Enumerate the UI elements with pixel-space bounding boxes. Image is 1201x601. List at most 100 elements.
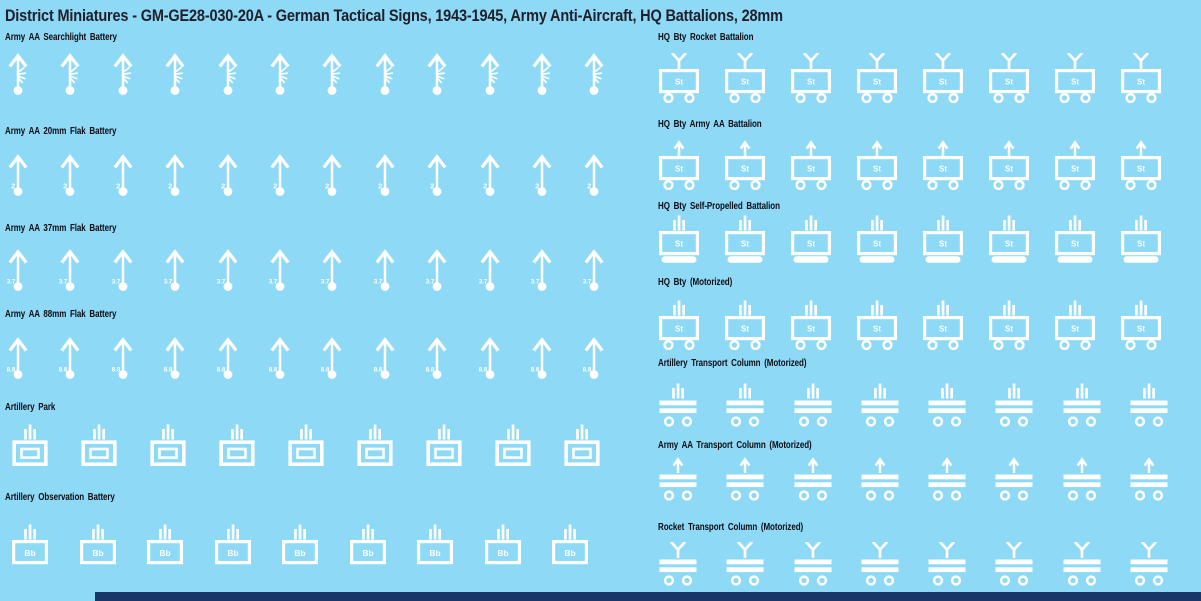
flak20-icon: 2: [478, 152, 502, 196]
hq-mot-icon: St: [856, 300, 898, 351]
icon-row-flak88: 8.8 8.8 8.8 8.8 8.8 8.8 8.8 8.8 8.8: [6, 335, 606, 379]
svg-text:8.8: 8.8: [321, 367, 330, 374]
hq-rocket-icon: St: [988, 52, 1030, 104]
flak88-icon: 8.8: [163, 335, 187, 379]
aa-transport-icon: [1062, 457, 1102, 503]
svg-text:8.8: 8.8: [269, 367, 278, 374]
flak88-icon: 8.8: [373, 335, 397, 379]
svg-text:St: St: [939, 240, 947, 249]
flak20-icon: 2: [373, 152, 397, 196]
flak37-icon: 3.7: [320, 247, 344, 291]
flak37-icon: 3.7: [478, 247, 502, 291]
hq-sp-icon: St: [922, 215, 964, 265]
hq-mot-icon: St: [724, 300, 766, 351]
hq-sp-icon: St: [1054, 215, 1096, 265]
flak88-icon: 8.8: [582, 335, 606, 379]
bottom-color-bar: [95, 592, 1201, 601]
searchlight-icon: [58, 51, 82, 95]
artillery-park-icon: [563, 424, 601, 468]
icon-row-artillery-park: [11, 424, 601, 468]
svg-text:3.7: 3.7: [531, 279, 540, 286]
flak20-icon: 2: [216, 152, 240, 196]
hq-sp-icon: St: [724, 215, 766, 265]
flak88-icon: 8.8: [530, 335, 554, 379]
svg-text:Bb: Bb: [362, 548, 373, 558]
artillery-obs-icon: Bb: [349, 524, 387, 566]
svg-text:2: 2: [273, 182, 277, 191]
arty-transport-icon: [994, 383, 1034, 429]
flak88-icon: 8.8: [216, 335, 240, 379]
flak20-icon: 2: [58, 152, 82, 196]
svg-text:St: St: [807, 78, 815, 87]
svg-text:St: St: [1005, 165, 1013, 174]
svg-text:St: St: [939, 165, 947, 174]
section-label-artillery-obs: Artillery Observation Battery: [5, 492, 115, 503]
svg-text:St: St: [741, 165, 749, 174]
hq-rocket-icon: St: [1120, 52, 1162, 104]
svg-text:3.7: 3.7: [111, 279, 120, 286]
artillery-obs-icon: Bb: [551, 524, 589, 566]
svg-text:8.8: 8.8: [216, 367, 225, 374]
svg-text:St: St: [807, 325, 815, 334]
section-label-aa-transport: Army AA Transport Column (Motorized): [658, 440, 812, 451]
hq-sp-icon: St: [988, 215, 1030, 265]
artillery-obs-icon: Bb: [79, 524, 117, 566]
svg-text:Bb: Bb: [429, 548, 440, 558]
section-label-arty-transport: Artillery Transport Column (Motorized): [658, 358, 807, 369]
arty-transport-icon: [658, 383, 698, 429]
svg-text:3.7: 3.7: [164, 279, 173, 286]
searchlight-icon: [111, 51, 135, 95]
svg-text:8.8: 8.8: [373, 367, 382, 374]
arty-transport-icon: [860, 383, 900, 429]
section-label-artillery-park: Artillery Park: [5, 402, 56, 413]
artillery-park-icon: [425, 424, 463, 468]
svg-text:Bb: Bb: [24, 548, 35, 558]
hq-mot-icon: St: [922, 300, 964, 351]
icon-row-rocket-transport: [658, 541, 1169, 588]
svg-text:3.7: 3.7: [7, 279, 16, 286]
svg-text:3.7: 3.7: [583, 279, 592, 286]
arty-transport-icon: [793, 383, 833, 429]
arty-transport-icon: [1129, 383, 1169, 429]
svg-text:St: St: [1071, 240, 1079, 249]
flak20-icon: 2: [425, 152, 449, 196]
flak88-icon: 8.8: [320, 335, 344, 379]
svg-text:St: St: [939, 78, 947, 87]
flak37-icon: 3.7: [6, 247, 30, 291]
svg-text:2: 2: [11, 182, 15, 191]
svg-text:Bb: Bb: [294, 548, 305, 558]
rocket-transport-icon: [860, 541, 900, 588]
section-label-rocket-transport: Rocket Transport Column (Motorized): [658, 522, 804, 533]
searchlight-icon: [530, 51, 554, 95]
svg-text:2: 2: [535, 182, 539, 191]
flak20-icon: 2: [6, 152, 30, 196]
flak37-icon: 3.7: [373, 247, 397, 291]
flak20-icon: 2: [582, 152, 606, 196]
svg-text:2: 2: [325, 182, 329, 191]
svg-text:2: 2: [221, 182, 225, 191]
flak37-icon: 3.7: [268, 247, 292, 291]
artillery-obs-icon: Bb: [146, 524, 184, 566]
svg-text:St: St: [1071, 165, 1079, 174]
svg-text:St: St: [873, 78, 881, 87]
artillery-park-icon: [80, 424, 118, 468]
svg-text:St: St: [873, 165, 881, 174]
hq-rocket-icon: St: [1054, 52, 1096, 104]
svg-text:St: St: [1005, 325, 1013, 334]
section-label-flak88: Army AA 88mm Flak Battery: [5, 309, 117, 320]
svg-text:8.8: 8.8: [164, 367, 173, 374]
hq-rocket-icon: St: [724, 52, 766, 104]
aa-transport-icon: [1129, 457, 1169, 503]
section-label-hq-mot: HQ Bty (Motorized): [658, 277, 733, 288]
searchlight-icon: [320, 51, 344, 95]
svg-text:St: St: [1137, 78, 1145, 87]
icon-row-artillery-obs: Bb Bb Bb Bb Bb: [11, 524, 589, 566]
flak37-icon: 3.7: [163, 247, 187, 291]
page-title: District Miniatures - GM-GE28-030-20A - …: [5, 7, 783, 25]
aa-transport-icon: [793, 457, 833, 503]
svg-text:Bb: Bb: [564, 548, 575, 558]
svg-text:St: St: [741, 240, 749, 249]
svg-text:8.8: 8.8: [111, 367, 120, 374]
rocket-transport-icon: [1129, 541, 1169, 588]
